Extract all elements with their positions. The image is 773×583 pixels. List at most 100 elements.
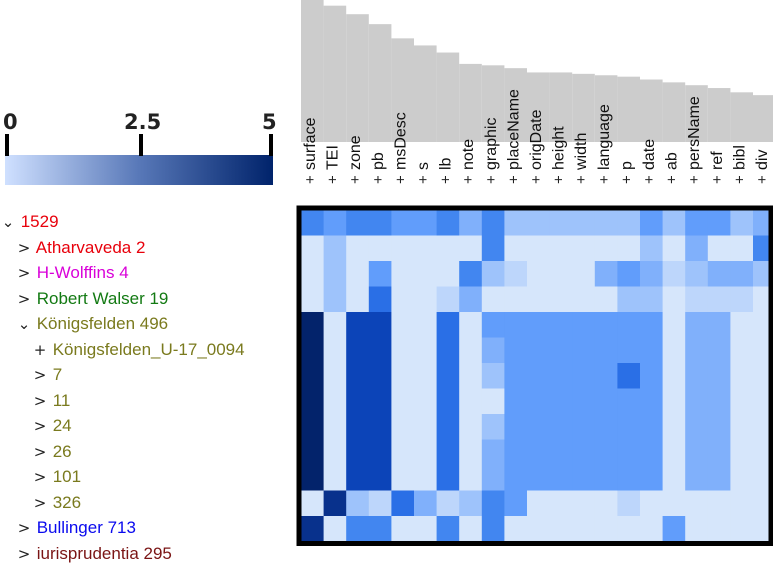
heatmap-cell[interactable] (594, 286, 618, 313)
heatmap-cell[interactable] (662, 439, 686, 466)
heatmap-cell[interactable] (730, 312, 754, 339)
heatmap-cell[interactable] (594, 516, 618, 543)
heatmap-cell[interactable] (301, 465, 325, 492)
heatmap-cell[interactable] (527, 286, 551, 313)
heatmap-cell[interactable] (391, 261, 415, 288)
heatmap-cell[interactable] (323, 286, 347, 313)
heatmap-cell[interactable] (730, 286, 754, 313)
heatmap-cell[interactable] (436, 261, 460, 288)
heatmap-cell[interactable] (527, 363, 551, 390)
heatmap-cell[interactable] (459, 490, 483, 517)
heatmap-cell[interactable] (730, 439, 754, 466)
heatmap-cell[interactable] (301, 363, 325, 390)
heatmap-cell[interactable] (414, 414, 438, 441)
column-expand-icon[interactable]: + (505, 175, 522, 184)
heatmap-cell[interactable] (481, 388, 505, 415)
tree-item[interactable]: > 26 (32, 439, 72, 464)
column-expand-icon[interactable]: + (573, 175, 590, 184)
heatmap-cell[interactable] (323, 516, 347, 543)
heatmap-cell[interactable] (549, 235, 573, 262)
heatmap-cell[interactable] (323, 235, 347, 262)
heatmap-cell[interactable] (753, 414, 773, 441)
heatmap-cell[interactable] (685, 235, 709, 262)
heatmap-cell[interactable] (685, 312, 709, 339)
heatmap-cell[interactable] (685, 414, 709, 441)
heatmap-cell[interactable] (391, 439, 415, 466)
heatmap-cell[interactable] (617, 261, 641, 288)
column-header-ref[interactable]: + ref (709, 151, 726, 184)
heatmap-cell[interactable] (323, 414, 347, 441)
chevron-down-icon[interactable]: ⌄ (17, 315, 31, 333)
column-expand-icon[interactable]: + (528, 175, 545, 184)
heatmap-cell[interactable] (617, 465, 641, 492)
heatmap-cell[interactable] (368, 337, 392, 364)
chevron-right-icon[interactable]: > (17, 544, 31, 563)
tree-item[interactable]: > H-Wolffins 4 (16, 260, 129, 285)
heatmap-cell[interactable] (572, 363, 596, 390)
heatmap-cell[interactable] (572, 337, 596, 364)
heatmap-cell[interactable] (414, 516, 438, 543)
heatmap-cell[interactable] (549, 490, 573, 517)
heatmap-cell[interactable] (730, 414, 754, 441)
column-expand-icon[interactable]: + (596, 175, 613, 184)
heatmap-cell[interactable] (527, 490, 551, 517)
heatmap-cell[interactable] (346, 210, 370, 237)
heatmap-cell[interactable] (707, 286, 731, 313)
column-expand-icon[interactable]: + (392, 175, 409, 184)
heatmap-cell[interactable] (459, 516, 483, 543)
chevron-right-icon[interactable]: > (33, 391, 47, 410)
heatmap-cell[interactable] (594, 439, 618, 466)
heatmap-cell[interactable] (301, 235, 325, 262)
heatmap-cell[interactable] (640, 312, 664, 339)
heatmap-cell[interactable] (685, 363, 709, 390)
heatmap-cell[interactable] (640, 414, 664, 441)
heatmap-cell[interactable] (572, 286, 596, 313)
heatmap-cell[interactable] (504, 388, 528, 415)
column-expand-icon[interactable]: + (641, 175, 658, 184)
heatmap-cell[interactable] (527, 235, 551, 262)
heatmap-cell[interactable] (504, 312, 528, 339)
heatmap-cell[interactable] (368, 439, 392, 466)
heatmap-cell[interactable] (730, 388, 754, 415)
heatmap-cell[interactable] (549, 439, 573, 466)
column-expand-icon[interactable]: + (551, 175, 568, 184)
heatmap-cell[interactable] (662, 286, 686, 313)
heatmap-cell[interactable] (481, 261, 505, 288)
tree-item[interactable]: ⌄ Königsfelden 496 (16, 311, 168, 336)
heatmap-cell[interactable] (640, 439, 664, 466)
heatmap-cell[interactable] (368, 465, 392, 492)
heatmap-cell[interactable] (617, 210, 641, 237)
heatmap-cell[interactable] (459, 235, 483, 262)
heatmap-cell[interactable] (707, 210, 731, 237)
heatmap-cell[interactable] (368, 414, 392, 441)
heatmap-cell[interactable] (459, 337, 483, 364)
heatmap-cell[interactable] (753, 490, 773, 517)
heatmap-cell[interactable] (346, 388, 370, 415)
heatmap-cell[interactable] (301, 516, 325, 543)
heatmap-cell[interactable] (707, 363, 731, 390)
tree-item[interactable]: + Königsfelden_U-17_0094 (32, 337, 245, 362)
heatmap-cell[interactable] (391, 337, 415, 364)
heatmap-cell[interactable] (662, 261, 686, 288)
column-header-surface[interactable]: + surface (302, 117, 319, 184)
column-header-width[interactable]: + width (573, 133, 590, 184)
column-expand-icon[interactable]: + (302, 175, 319, 184)
heatmap-cell[interactable] (346, 337, 370, 364)
heatmap-cell[interactable] (527, 516, 551, 543)
heatmap-cell[interactable] (707, 439, 731, 466)
heatmap-cell[interactable] (301, 210, 325, 237)
chevron-right-icon[interactable]: > (33, 417, 47, 435)
heatmap-cell[interactable] (301, 337, 325, 364)
tree-item[interactable]: > 11 (32, 388, 71, 413)
heatmap-cell[interactable] (617, 414, 641, 441)
heatmap-cell[interactable] (481, 337, 505, 364)
column-expand-icon[interactable]: + (438, 175, 455, 184)
heatmap-cell[interactable] (346, 286, 370, 313)
column-header-language[interactable]: + language (596, 104, 613, 184)
heatmap-cell[interactable] (572, 465, 596, 492)
heatmap-cell[interactable] (662, 235, 686, 262)
heatmap-cell[interactable] (640, 210, 664, 237)
heatmap-cell[interactable] (481, 363, 505, 390)
heatmap-cell[interactable] (391, 235, 415, 262)
heatmap-cell[interactable] (391, 286, 415, 313)
